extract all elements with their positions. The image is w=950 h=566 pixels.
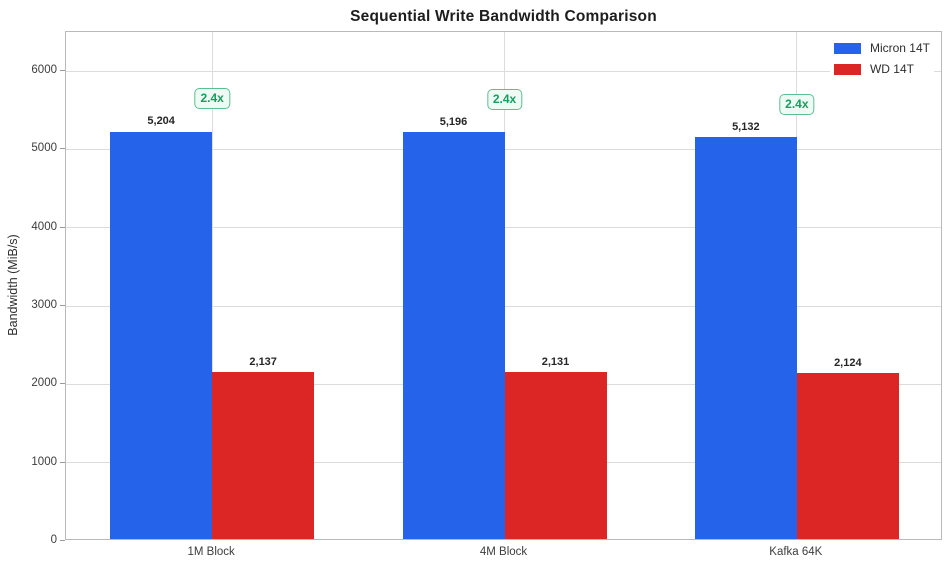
x-tick-label: Kafka 64K — [769, 546, 823, 558]
bar-micron-14t — [110, 131, 213, 539]
plot-area: 5,204 5,196 5,132 2,137 2,131 2,124 2.4x 2.4x 2.… — [65, 31, 942, 540]
y-tick-label: 5000 — [31, 142, 57, 155]
y-tick-mark — [60, 148, 65, 150]
y-tick-mark — [60, 461, 65, 463]
y-tick-label: 3000 — [31, 299, 57, 312]
v-gridline — [211, 32, 213, 539]
bar-micron-14t — [402, 132, 505, 539]
v-gridline — [504, 32, 505, 539]
legend-row: WD 14T — [833, 62, 930, 76]
bar-value-label: 5,132 — [732, 121, 760, 134]
bar-wd-14t — [796, 372, 899, 539]
y-tick-mark — [60, 70, 65, 72]
ratio-badge: 2.4x — [194, 88, 230, 110]
y-tick-label: 2000 — [31, 377, 57, 390]
y-tick-mark — [60, 383, 65, 385]
bar-value-label: 5,204 — [147, 115, 175, 128]
bar-value-label: 2,137 — [249, 355, 277, 368]
chart-title: Sequential Write Bandwidth Comparison — [350, 8, 657, 25]
bar-wd-14t — [504, 372, 607, 539]
y-tick-mark — [60, 305, 65, 307]
bar-micron-14t — [694, 137, 797, 539]
y-tick-label: 4000 — [31, 220, 57, 233]
y-tick-mark — [60, 226, 65, 228]
y-tick-label: 0 — [50, 534, 57, 546]
y-tick-label: 6000 — [31, 64, 57, 77]
y-axis-title: Bandwidth (MiB/s) — [6, 234, 20, 336]
y-tick-mark — [60, 540, 65, 541]
ratio-badge: 2.4x — [486, 89, 523, 111]
x-tick-label: 1M Block — [187, 546, 235, 558]
bar-value-label: 2,131 — [541, 356, 570, 369]
bar-value-label: 5,196 — [439, 116, 468, 129]
x-tick-label: 4M Block — [479, 546, 528, 558]
legend-row: Micron 14T — [833, 41, 930, 55]
bar-wd-14t — [212, 371, 315, 539]
legend-label: WD 14T — [869, 62, 914, 76]
bar-value-label: 2,124 — [834, 356, 862, 369]
legend-label: Micron 14T — [869, 41, 930, 55]
v-gridline — [796, 32, 798, 539]
legend-swatch — [833, 42, 861, 54]
legend: Micron 14T WD 14T — [829, 39, 934, 78]
y-tick-label: 1000 — [31, 455, 57, 468]
ratio-badge: 2.4x — [779, 94, 815, 116]
h-gridline — [66, 70, 941, 72]
legend-swatch — [833, 63, 861, 75]
